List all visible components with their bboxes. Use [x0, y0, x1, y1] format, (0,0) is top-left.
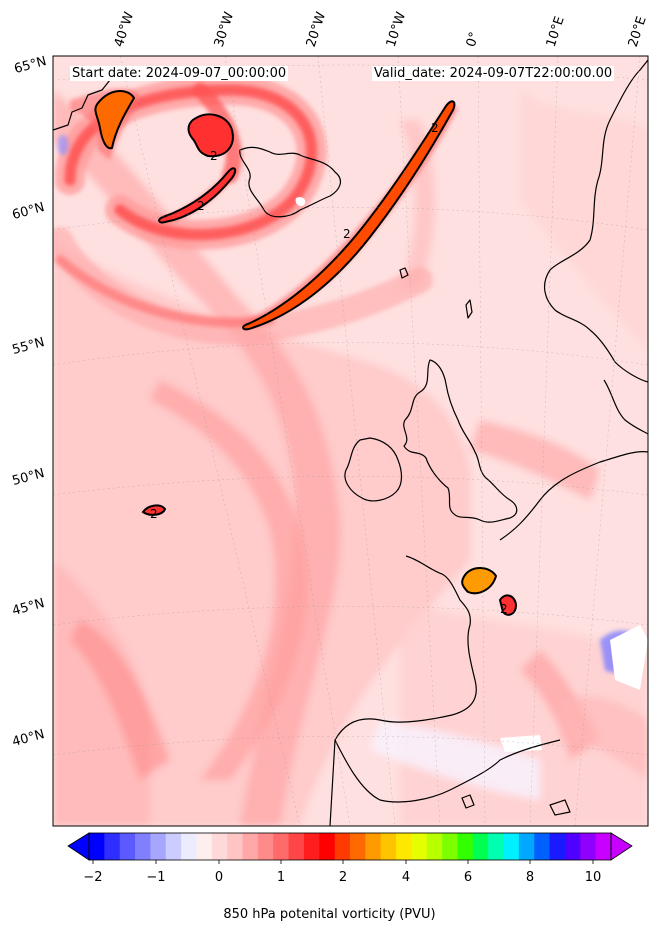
colorbar-cell: [426, 833, 443, 860]
contour-label-4: 2: [431, 121, 439, 135]
colorbar-cell: [319, 833, 336, 860]
colorbar-cell: [350, 833, 366, 860]
colorbar-cell: [273, 833, 290, 860]
colorbar-cell: [165, 833, 182, 860]
colorbar-cell: [564, 833, 581, 860]
colorbar-cell: [242, 833, 259, 860]
colorbar-cell: [119, 833, 136, 860]
colorbar-tick-label: 1: [276, 870, 286, 885]
colorbar-cell: [227, 833, 244, 860]
colorbar-cell: [196, 833, 213, 860]
contour-label-1: 2: [210, 149, 218, 163]
pv-field: [53, 90, 648, 826]
colorbar-tick-label: 6: [463, 870, 473, 885]
colorbar-cell: [365, 833, 382, 860]
colorbar-cell: [518, 833, 535, 860]
colorbar-cell: [288, 833, 305, 860]
colorbar-title: 850 hPa potenital vorticity (PVU): [223, 907, 436, 922]
colorbar-cell: [257, 833, 274, 860]
colorbar-cell: [104, 833, 121, 860]
colorbar-cell: [595, 833, 612, 860]
colorbar-cell: [411, 833, 428, 860]
colorbar-cell: [303, 833, 320, 860]
colorbar-cell: [488, 833, 505, 860]
contour-label-6: 2: [500, 602, 508, 616]
colorbar-cell: [534, 833, 551, 860]
colorbar-cell: [181, 833, 197, 860]
colorbar-cell: [503, 833, 520, 860]
colorbar-extend-low: [67, 832, 90, 861]
colorbar-cell: [334, 833, 351, 860]
colorbar-cell: [580, 833, 597, 860]
colorbar-cell: [442, 833, 458, 860]
colorbar-cell: [549, 833, 566, 860]
colorbar-tick-label: −1: [146, 870, 166, 885]
colorbar-tick-label: −2: [83, 870, 103, 885]
contour-label-5: 2: [150, 507, 158, 521]
colorbar-tick-label: 10: [584, 870, 602, 885]
colorbar-cell: [135, 833, 151, 860]
colorbar-extend-high: [610, 832, 633, 861]
colorbar-tick-label: 0: [214, 870, 224, 885]
coastlines: [53, 59, 648, 826]
contour-label-2: 2: [197, 199, 205, 213]
colorbar-cell: [380, 833, 397, 860]
colorbar-tick-label: 4: [401, 870, 411, 885]
contour-label-3: 2: [343, 227, 351, 241]
colorbar-cell: [472, 833, 489, 860]
colorbar-tick-label: 2: [338, 870, 348, 885]
colorbar-tick-label: 8: [525, 870, 535, 885]
colorbar-cell: [457, 833, 474, 860]
valid-date: Valid_date: 2024-09-07T22:00:00.00: [372, 66, 615, 81]
start-date: Start date: 2024-09-07_00:00:00: [70, 66, 289, 81]
colorbar: [67, 832, 633, 864]
colorbar-cell: [89, 833, 105, 860]
colorbar-cell: [396, 833, 412, 860]
pv-cores: [94, 90, 518, 616]
colorbar-cell: [150, 833, 167, 860]
colorbar-cell: [211, 833, 228, 860]
